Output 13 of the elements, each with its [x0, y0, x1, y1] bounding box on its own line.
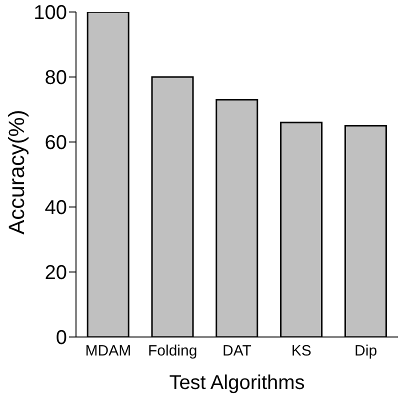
y-axis-title: Accuracy(%) — [4, 110, 29, 234]
x-tick-label: Folding — [148, 342, 198, 360]
x-axis-title: Test Algorithms — [169, 372, 305, 394]
y-tick-label: 100 — [34, 2, 67, 24]
y-tick-label: 0 — [56, 327, 67, 350]
y-tick-label: 20 — [44, 262, 67, 284]
y-tick-label: 40 — [44, 197, 67, 220]
x-tick-label: KS — [291, 342, 312, 360]
x-tick-label: DAT — [222, 342, 252, 360]
x-tick-label: MDAM — [85, 342, 132, 360]
y-tick-label: 60 — [44, 132, 67, 154]
y-tick-label: 80 — [44, 67, 67, 90]
x-tick-label: Dip — [354, 342, 378, 360]
